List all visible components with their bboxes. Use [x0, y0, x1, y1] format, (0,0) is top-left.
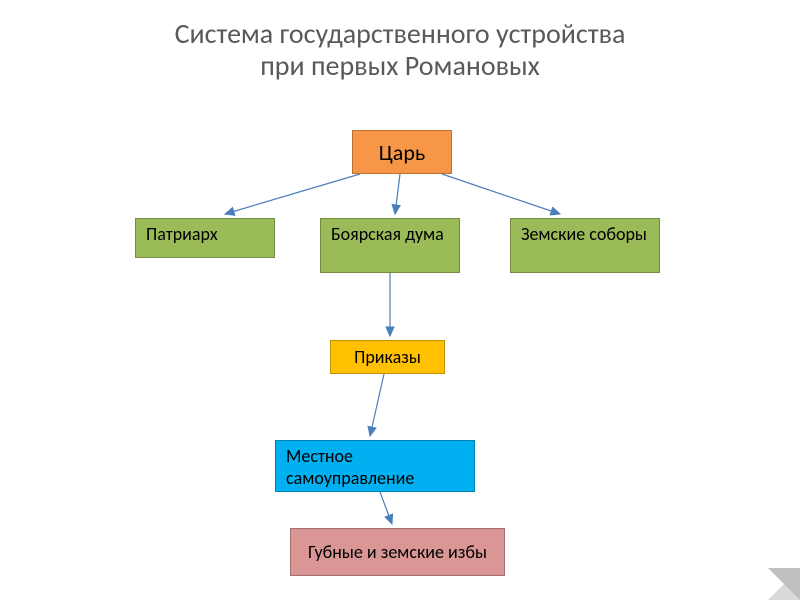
arrow-2 [442, 174, 560, 214]
node-izby: Губные и земские избы [290, 528, 505, 576]
node-tsar: Царь [352, 130, 452, 174]
node-prikazy: Приказы [330, 340, 445, 374]
title-line1: Система государственного устройства [175, 16, 626, 51]
diagram-title: Система государственного устройства при … [0, 0, 800, 82]
node-patriarch: Патриарх [135, 218, 275, 258]
arrows-layer [0, 0, 800, 600]
node-duma: Боярская дума [320, 218, 460, 273]
arrow-5 [380, 492, 392, 524]
arrow-0 [225, 174, 360, 214]
title-line2: при первых Романовых [260, 48, 540, 83]
node-mestnoe: Местное самоуправление [275, 440, 475, 492]
arrow-1 [395, 174, 400, 214]
arrow-4 [370, 374, 384, 436]
node-zemsobor: Земские соборы [510, 218, 660, 273]
page-fold-corner [768, 568, 800, 600]
